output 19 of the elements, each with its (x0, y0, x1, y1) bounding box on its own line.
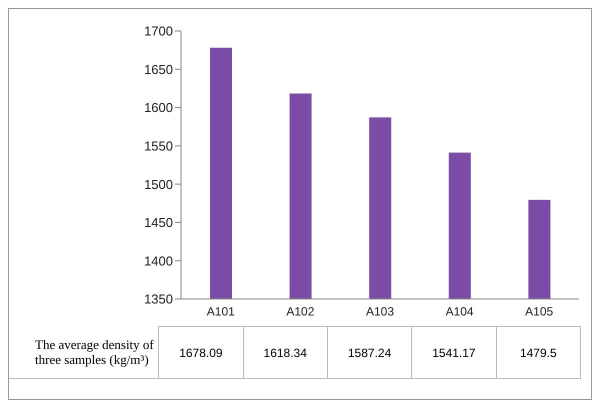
y-tick-label: 1550 (144, 138, 173, 154)
data-label: 1479.5 (496, 326, 580, 378)
x-tick-label: A105 (525, 304, 554, 319)
y-tick-label: 1500 (144, 176, 173, 192)
text: The average density of three samples (kg/m³) (9, 326, 159, 378)
data-label: 1618.34 (243, 326, 328, 378)
y-tick-label: 1400 (144, 253, 173, 268)
x-tick-label: A101 (206, 304, 236, 319)
data-label: 1541.17 (412, 326, 496, 378)
x-tick-label: A104 (446, 304, 474, 319)
y-tick-label: 1700 (144, 24, 173, 39)
y-tick-label: 1450 (144, 215, 173, 230)
y-tick-label: 1650 (144, 62, 173, 77)
x-tick-label: A103 (366, 304, 394, 319)
data-label: 1678.09 (158, 326, 244, 378)
data-label: 1587.24 (327, 326, 412, 378)
y-tick-label: 1350 (144, 292, 173, 307)
y-tick-label: 1600 (144, 100, 173, 116)
x-tick-label: A102 (286, 304, 315, 319)
